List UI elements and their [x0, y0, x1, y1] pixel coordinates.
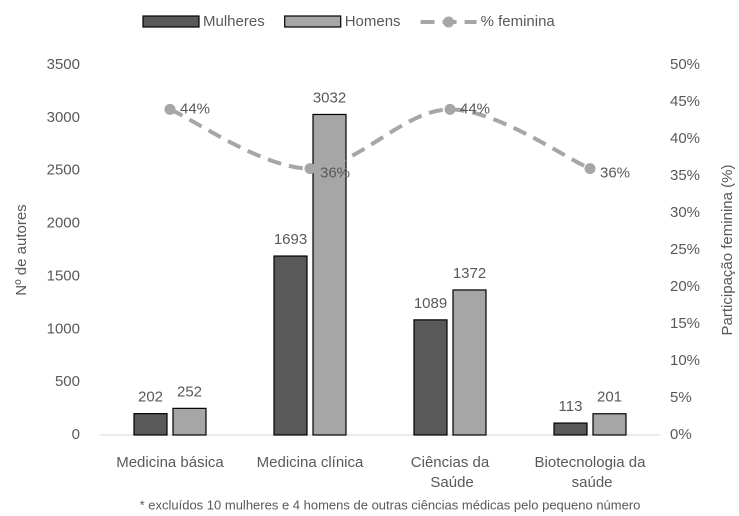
- x-tick-label: Ciências da Saúde: [411, 454, 490, 491]
- y-tick-label: 2000: [47, 215, 80, 232]
- bar: [592, 413, 627, 436]
- line-value-label: 36%: [320, 165, 350, 182]
- legend-label: Homens: [345, 13, 401, 30]
- y2-tick-label: 20%: [670, 278, 700, 295]
- bar-value-label: 3032: [313, 89, 346, 106]
- y2-tick-label: 25%: [670, 241, 700, 258]
- legend-label: % feminina: [481, 13, 556, 30]
- y2-tick-label: 0%: [670, 426, 692, 443]
- bar: [553, 422, 588, 436]
- line-value-label: 44%: [460, 100, 490, 117]
- line: [169, 107, 591, 171]
- x-tick-label: Biotecnologia da saúde: [535, 454, 647, 491]
- legend-marker: [443, 16, 455, 28]
- bar-value-label: 201: [597, 389, 622, 406]
- y-tick-label: 3500: [47, 56, 80, 73]
- bar: [452, 289, 487, 436]
- y2-tick-label: 45%: [670, 93, 700, 110]
- y2-axis-label: Participação feminina (%): [719, 165, 736, 336]
- legend-swatch: [284, 15, 342, 28]
- bar-value-label: 202: [138, 389, 163, 406]
- y2-tick-label: 10%: [670, 352, 700, 369]
- y2-tick-label: 35%: [670, 167, 700, 184]
- line-marker: [444, 103, 456, 115]
- y2-tick-label: 5%: [670, 389, 692, 406]
- y-tick-label: 1500: [47, 267, 80, 284]
- y-tick-label: 500: [55, 373, 80, 390]
- legend-swatch: [142, 15, 200, 28]
- bar: [413, 319, 448, 436]
- bar-value-label: 1089: [414, 295, 447, 312]
- x-tick-label: Medicina básica: [116, 454, 224, 471]
- legend-label: Mulheres: [203, 13, 265, 30]
- x-tick-label: Medicina clínica: [257, 454, 364, 471]
- line-marker: [304, 163, 316, 175]
- y-tick-label: 0: [72, 426, 80, 443]
- footnote: * excluídos 10 mulheres e 4 homens de ou…: [140, 497, 641, 512]
- y-axis-label: Nº de autores: [13, 204, 30, 295]
- bar-value-label: 1693: [274, 231, 307, 248]
- bar-value-label: 252: [177, 383, 202, 400]
- y2-tick-label: 50%: [670, 56, 700, 73]
- line-value-label: 36%: [600, 165, 630, 182]
- bar: [172, 407, 207, 436]
- line-marker: [584, 163, 596, 175]
- y2-tick-label: 30%: [670, 204, 700, 221]
- bar: [273, 255, 308, 436]
- line-marker: [164, 103, 176, 115]
- y-tick-label: 2500: [47, 162, 80, 179]
- y-tick-label: 3000: [47, 109, 80, 126]
- line-value-label: 44%: [180, 100, 210, 117]
- bar: [133, 413, 168, 436]
- bar-value-label: 113: [559, 398, 583, 415]
- y2-tick-label: 15%: [670, 315, 700, 332]
- bar-value-label: 1372: [453, 265, 486, 282]
- y2-tick-label: 40%: [670, 130, 700, 147]
- y-tick-label: 1000: [47, 320, 80, 337]
